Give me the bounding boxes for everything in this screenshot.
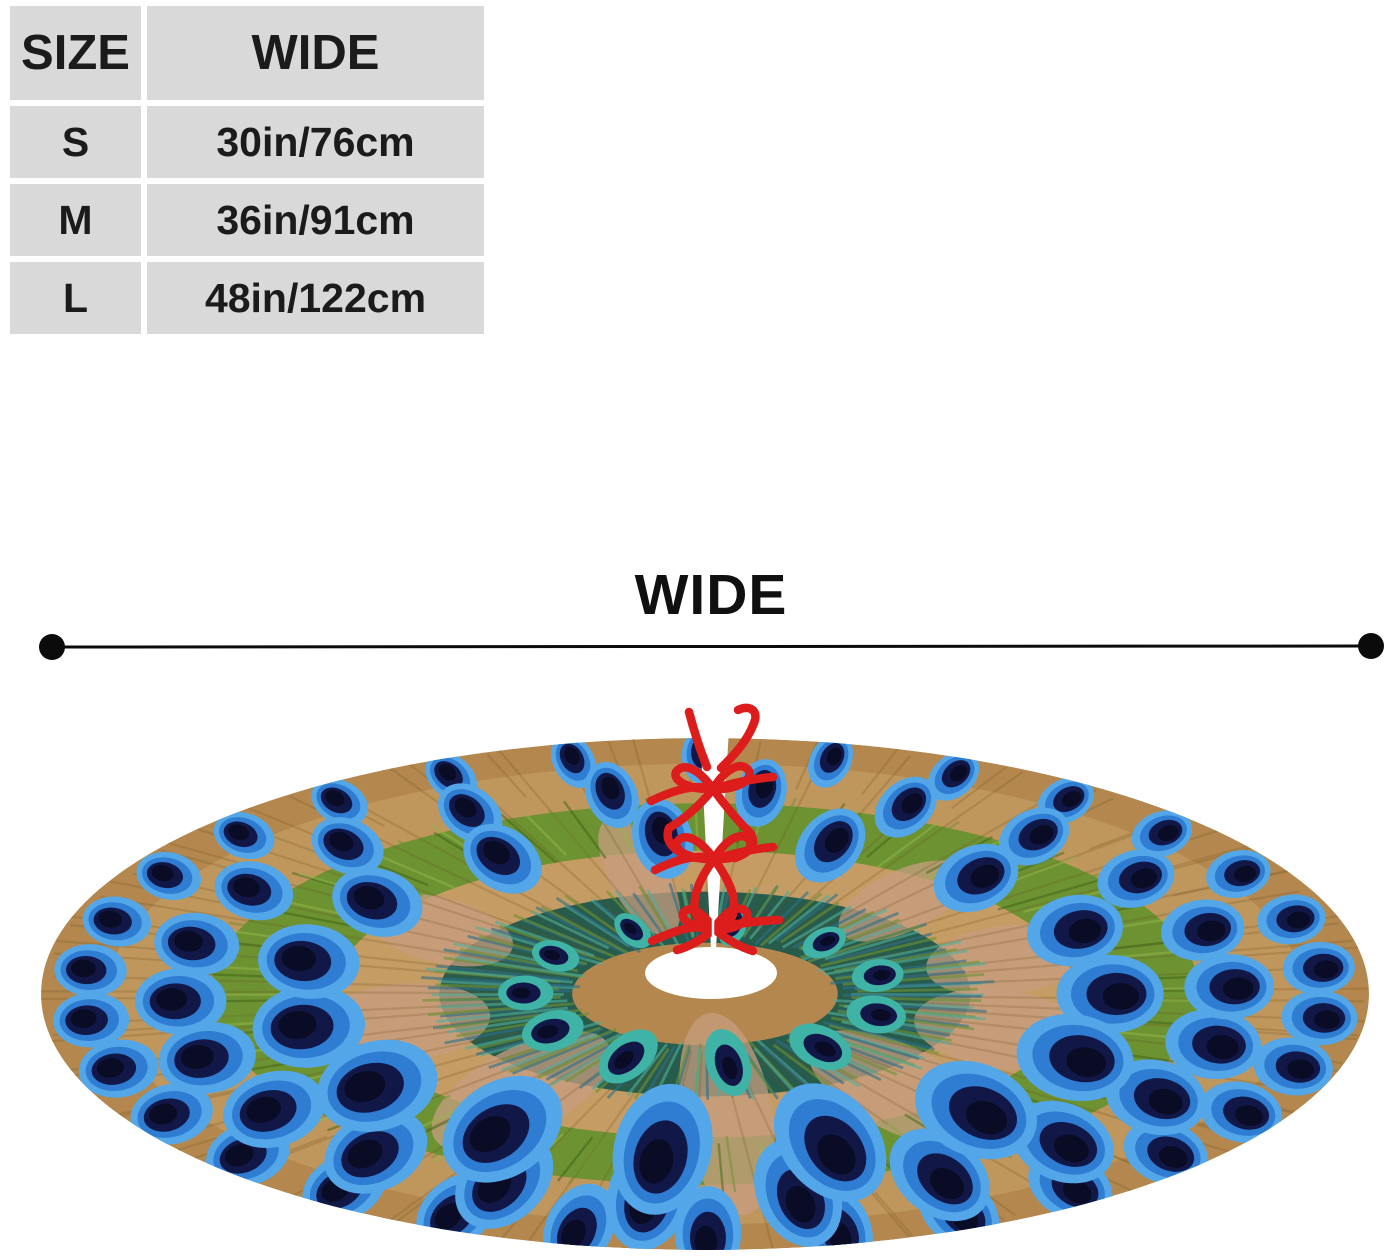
peacock-eye-feather	[223, 1070, 325, 1148]
wide-cell-l: 48in/122cm	[147, 262, 484, 334]
peacock-eye-feather	[584, 761, 639, 828]
size-chart-header-row: SIZE WIDE	[10, 6, 484, 100]
ribbon-bow-stroke	[684, 707, 712, 772]
peacock-eye-feather	[135, 967, 227, 1035]
peacock-eye-feather	[874, 776, 937, 838]
peacock-eye-feather	[1105, 1059, 1207, 1136]
peacock-eye-feather	[1123, 1119, 1208, 1186]
peacock-eye-feather	[598, 1029, 658, 1084]
peacock-eye-feather	[1131, 810, 1193, 858]
peacock-eye-feather	[531, 939, 580, 972]
peacock-eye-feather	[53, 992, 130, 1048]
peacock-eye-feather	[130, 1083, 213, 1145]
size-cell-s: S	[10, 106, 141, 178]
peacock-eye-feather	[612, 1083, 713, 1215]
peacock-eye-feather	[154, 912, 240, 976]
peacock-eye-feather	[252, 985, 365, 1068]
peacock-eye-feather	[704, 1029, 752, 1096]
peacock-eye-feather	[927, 751, 980, 801]
peacock-eye-feather	[614, 913, 652, 949]
ribbon-bow-stroke	[709, 831, 755, 864]
peacock-eye-feather	[851, 958, 904, 992]
peacock-eye-feather	[158, 1022, 256, 1094]
ribbon-bow-stroke	[678, 905, 719, 934]
table-row: L 48in/122cm	[10, 262, 484, 334]
peacock-eye-feather	[933, 843, 1019, 913]
peacock-eye-feather	[311, 778, 368, 826]
peacock-eye-feather	[78, 1039, 159, 1098]
peacock-eye-feather	[915, 1060, 1037, 1160]
peacock-eye-feather	[463, 823, 542, 894]
peacock-eye-feather	[1281, 990, 1358, 1046]
peacock-eye-feather	[1027, 894, 1123, 967]
peacock-eye-feather	[82, 896, 152, 947]
peacock-eye-feather	[808, 738, 853, 788]
peacock-eye-feather	[1056, 954, 1164, 1034]
peacock-eye-feather	[317, 1039, 438, 1132]
peacock-eye-feather	[773, 1083, 887, 1202]
peacock-eye-feather	[521, 1009, 584, 1052]
ribbon-bow-stroke	[716, 718, 759, 773]
measure-line	[51, 644, 1372, 649]
peacock-eye-feather	[674, 1185, 742, 1250]
peacock-eye-feather	[802, 926, 847, 959]
peacock-eye-feather	[1097, 849, 1175, 908]
peacock-eye-feather	[214, 861, 294, 921]
ribbon-bow-stroke	[671, 763, 718, 794]
measure-end-dot-right	[1358, 633, 1384, 659]
peacock-eye-feather	[846, 995, 906, 1034]
wide-cell-m: 36in/91cm	[147, 184, 484, 256]
peacock-eye-feather	[54, 944, 127, 997]
peacock-eye-feather	[1037, 777, 1094, 825]
peacock-eye-feather	[442, 1075, 563, 1183]
peacock-eye-feather	[1282, 941, 1355, 995]
ribbon-ties	[646, 703, 784, 956]
skirt-center-hole	[645, 947, 777, 999]
peacock-eye-feather	[551, 738, 597, 788]
wide-cell-s: 30in/76cm	[147, 106, 484, 178]
peacock-eye-feather	[795, 808, 866, 883]
peacock-eye-feather	[1257, 894, 1326, 945]
peacock-eye-feather	[999, 807, 1070, 866]
peacock-eye-feather	[1161, 899, 1245, 961]
table-row: S 30in/76cm	[10, 106, 484, 178]
measure-end-dot-left	[39, 634, 65, 660]
size-header-cell: SIZE	[10, 6, 141, 100]
ribbon-bow-stroke	[709, 904, 752, 934]
peacock-eye-feather	[332, 867, 423, 937]
ribbon-bow-stroke	[708, 761, 754, 794]
peacock-eye-feather	[1206, 849, 1271, 899]
peacock-eye-feather	[498, 975, 554, 1011]
peacock-eye-feather	[324, 1109, 428, 1194]
peacock-eye-feather	[789, 1023, 852, 1071]
table-row: M 36in/91cm	[10, 184, 484, 256]
peacock-eye-feather	[258, 924, 360, 999]
peacock-eye-feather	[1165, 1008, 1262, 1080]
width-measure-label: WIDE	[634, 563, 788, 627]
peacock-eye-feather	[1253, 1037, 1333, 1096]
size-cell-m: M	[10, 184, 141, 256]
size-chart-table: SIZE WIDE S 30in/76cm M 36in/91cm L 48in…	[4, 0, 490, 340]
wide-header-cell: WIDE	[147, 6, 484, 100]
peacock-eye-feather	[311, 817, 384, 875]
peacock-eye-feather	[1016, 1013, 1134, 1102]
peacock-eye-feather	[1184, 954, 1275, 1020]
peacock-eye-feather	[1200, 1081, 1283, 1143]
size-cell-l: L	[10, 262, 141, 334]
peacock-eye-feather	[136, 851, 202, 900]
ribbon-bow-stroke	[672, 833, 719, 864]
peacock-eye-feather	[213, 812, 275, 860]
